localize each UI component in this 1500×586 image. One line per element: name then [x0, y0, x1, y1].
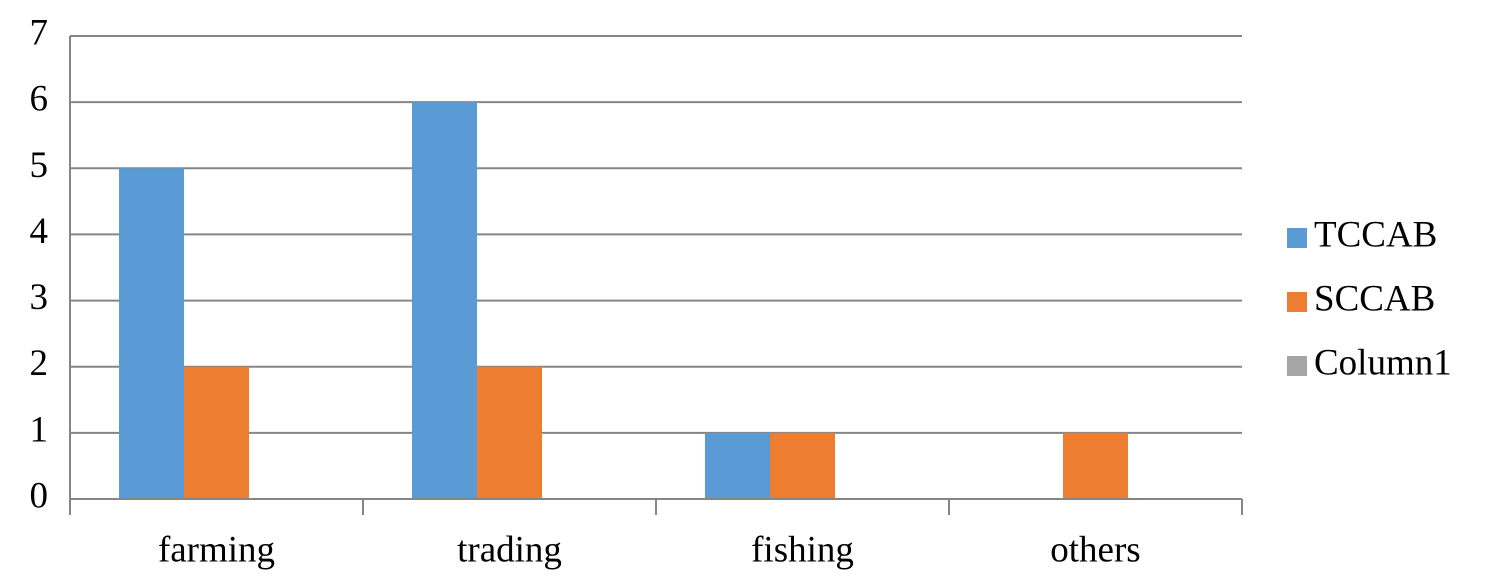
legend-label: SCCAB	[1314, 278, 1435, 319]
bar	[705, 432, 770, 499]
x-tick-label: farming	[158, 529, 275, 570]
x-tick-label: trading	[457, 529, 562, 570]
y-tick-label: 7	[30, 12, 49, 53]
bar	[119, 168, 184, 500]
y-tick-label: 5	[30, 145, 49, 186]
y-tick-label: 4	[30, 211, 49, 252]
legend-swatch	[1287, 292, 1307, 312]
x-tick-label: fishing	[751, 529, 854, 570]
y-tick-label: 2	[30, 343, 49, 384]
y-tick-label: 1	[30, 409, 49, 450]
bar	[477, 366, 542, 499]
legend-swatch	[1287, 356, 1307, 376]
bar	[1063, 432, 1128, 499]
bar	[412, 102, 477, 500]
bar	[770, 432, 835, 499]
y-tick-label: 6	[30, 79, 49, 120]
legend-label: Column1	[1314, 342, 1452, 383]
bar	[184, 366, 249, 499]
x-tick-label: others	[1050, 529, 1140, 570]
legend-label: TCCAB	[1314, 214, 1437, 255]
y-tick-label: 3	[30, 277, 49, 318]
y-tick-label: 0	[30, 475, 49, 516]
legend-swatch	[1287, 228, 1307, 248]
